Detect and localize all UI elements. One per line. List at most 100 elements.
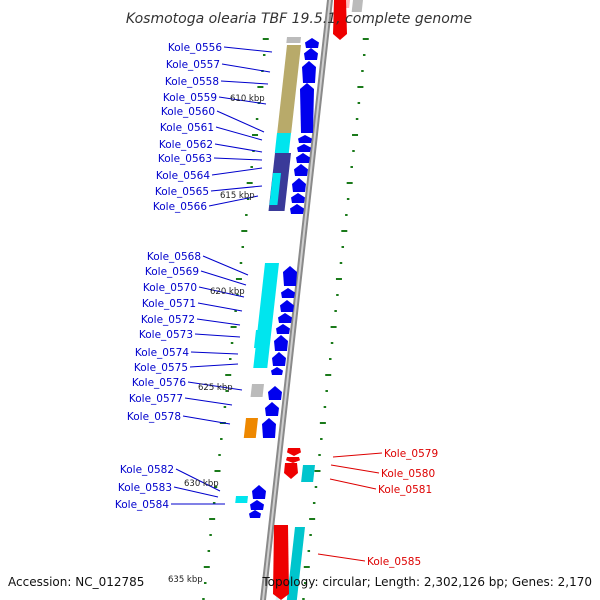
gene-label-kole-0571[interactable]: Kole_0571 bbox=[142, 298, 196, 310]
tick-mark bbox=[209, 534, 212, 536]
gene-label-kole-0575[interactable]: Kole_0575 bbox=[134, 362, 188, 374]
tick-mark bbox=[329, 358, 332, 360]
cds-arrows bbox=[249, 0, 347, 600]
gene-label-kole-0585[interactable]: Kole_0585 bbox=[367, 556, 421, 568]
tick-mark bbox=[303, 582, 307, 584]
tick-mark bbox=[236, 294, 239, 296]
leader-line-forward bbox=[189, 363, 239, 368]
gene-label-kole-0564[interactable]: Kole_0564 bbox=[156, 170, 210, 182]
tick-mark bbox=[241, 246, 245, 248]
gene-label-kole-0581[interactable]: Kole_0581 bbox=[378, 484, 432, 496]
tick-mark bbox=[319, 422, 326, 424]
cds-arrow-forward bbox=[296, 153, 310, 163]
leader-line-forward bbox=[187, 381, 243, 391]
tick-mark bbox=[336, 294, 339, 296]
leader-line-reverse bbox=[329, 478, 377, 490]
cds-arrow-forward bbox=[271, 367, 283, 375]
block-cyan-lower bbox=[235, 496, 248, 503]
tick-mark bbox=[346, 198, 350, 200]
gene-label-kole-0582[interactable]: Kole_0582 bbox=[120, 464, 174, 476]
gene-label-kole-0570[interactable]: Kole_0570 bbox=[143, 282, 197, 294]
tick-mark bbox=[214, 486, 218, 488]
block-cyan-inner bbox=[269, 173, 281, 205]
tick-mark bbox=[341, 246, 345, 248]
gene-label-kole-0559[interactable]: Kole_0559 bbox=[163, 92, 217, 104]
cds-arrow-forward bbox=[272, 352, 286, 366]
tick-mark bbox=[209, 518, 216, 520]
tick-mark bbox=[334, 310, 337, 312]
cds-arrow-reverse bbox=[333, 0, 347, 40]
tick-mark bbox=[335, 278, 342, 280]
leader-line-forward bbox=[196, 318, 241, 326]
gene-label-kole-0574[interactable]: Kole_0574 bbox=[135, 347, 189, 359]
tick-mark bbox=[203, 566, 210, 568]
gene-label-kole-0556[interactable]: Kole_0556 bbox=[168, 42, 222, 54]
gene-label-kole-0563[interactable]: Kole_0563 bbox=[158, 153, 212, 165]
tick-mark bbox=[362, 38, 369, 40]
tick-mark bbox=[252, 134, 259, 136]
gene-label-kole-0579[interactable]: Kole_0579 bbox=[384, 448, 438, 460]
tick-mark bbox=[230, 326, 237, 328]
gene-label-kole-0558[interactable]: Kole_0558 bbox=[165, 76, 219, 88]
gene-label-kole-0568[interactable]: Kole_0568 bbox=[147, 251, 201, 263]
gene-label-kole-0573[interactable]: Kole_0573 bbox=[139, 329, 193, 341]
gene-label-kole-0561[interactable]: Kole_0561 bbox=[160, 122, 214, 134]
tick-mark bbox=[339, 262, 343, 264]
tick-mark bbox=[230, 342, 234, 344]
cds-arrow-forward bbox=[292, 178, 306, 192]
gene-label-kole-0572[interactable]: Kole_0572 bbox=[141, 314, 195, 326]
block-gray-reverse-top bbox=[351, 0, 363, 12]
cds-arrow-reverse bbox=[284, 463, 298, 479]
gene-label-kole-0560[interactable]: Kole_0560 bbox=[161, 106, 215, 118]
gene-label-kole-0576[interactable]: Kole_0576 bbox=[132, 377, 186, 389]
cds-arrow-forward bbox=[250, 500, 264, 510]
gene-label-kole-0569[interactable]: Kole_0569 bbox=[145, 266, 199, 278]
leader-line-forward bbox=[194, 333, 241, 338]
block-olive bbox=[277, 45, 301, 133]
gene-label-kole-0557[interactable]: Kole_0557 bbox=[166, 59, 220, 71]
tick-mark bbox=[202, 598, 205, 600]
tick-mark bbox=[257, 86, 264, 88]
gene-label-kole-0565[interactable]: Kole_0565 bbox=[155, 186, 209, 198]
cds-arrow-forward bbox=[302, 61, 316, 83]
gene-label-kole-0562[interactable]: Kole_0562 bbox=[159, 139, 213, 151]
kbp-label-625: 625 kbp bbox=[198, 383, 233, 393]
cds-arrow-forward bbox=[268, 386, 282, 400]
leader-line-forward bbox=[214, 143, 263, 153]
gene-label-kole-0583[interactable]: Kole_0583 bbox=[118, 482, 172, 494]
tick-mark bbox=[235, 278, 242, 280]
tick-mark bbox=[218, 454, 221, 456]
genome-backbone bbox=[260, 0, 333, 600]
cds-arrow-forward bbox=[276, 324, 290, 334]
gene-label-kole-0578[interactable]: Kole_0578 bbox=[127, 411, 181, 423]
tick-mark bbox=[241, 230, 248, 232]
tick-mark bbox=[225, 390, 228, 392]
kbp-label-610: 610 kbp bbox=[230, 94, 265, 104]
tick-mark bbox=[239, 262, 243, 264]
topology-text: Topology: circular; Length: 2,302,126 bp… bbox=[261, 575, 592, 589]
leader-line-forward bbox=[215, 126, 263, 141]
cds-arrow-reverse bbox=[286, 457, 300, 463]
tick-mark bbox=[223, 406, 227, 408]
gene-label-kole-0566[interactable]: Kole_0566 bbox=[153, 201, 207, 213]
gene-label-kole-0580[interactable]: Kole_0580 bbox=[381, 468, 435, 480]
tick-mark bbox=[212, 502, 216, 504]
leader-line-reverse bbox=[332, 452, 383, 458]
cds-arrow-reverse bbox=[273, 525, 289, 600]
genome-title: Kosmotoga olearia TBF 19.5.1, complete g… bbox=[126, 11, 472, 27]
tick-mark bbox=[357, 86, 364, 88]
leader-line-forward bbox=[197, 302, 243, 312]
cds-arrow-forward bbox=[249, 510, 261, 518]
tick-mark bbox=[246, 198, 250, 200]
tick-mark bbox=[352, 134, 359, 136]
block-cyan-upper bbox=[274, 133, 291, 153]
gene-label-kole-0584[interactable]: Kole_0584 bbox=[115, 499, 169, 511]
tick-marks bbox=[202, 38, 369, 600]
tick-mark bbox=[309, 534, 312, 536]
tick-mark bbox=[245, 214, 248, 216]
leader-line-forward bbox=[208, 195, 259, 207]
tick-mark bbox=[220, 438, 223, 440]
accession-text: Accession: NC_012785 bbox=[8, 575, 144, 589]
gene-label-kole-0577[interactable]: Kole_0577 bbox=[129, 393, 183, 405]
